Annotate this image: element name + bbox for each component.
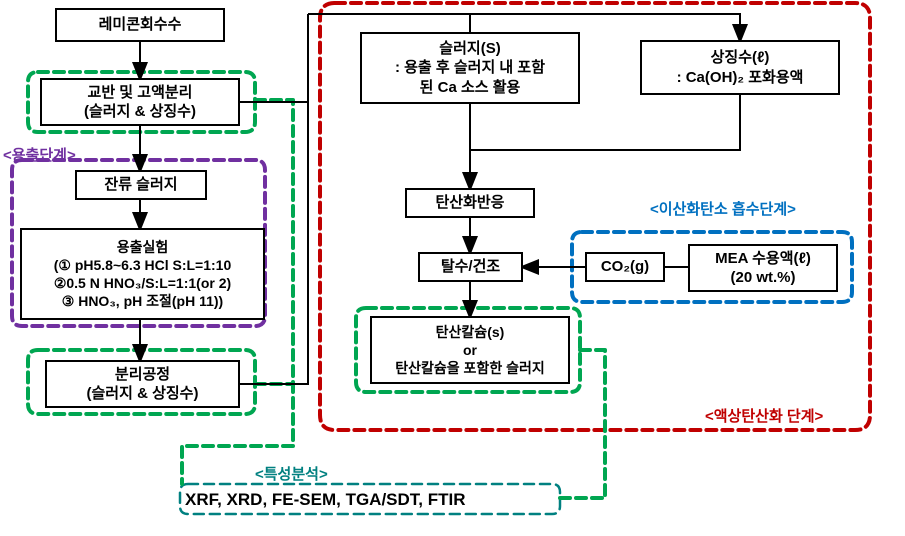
node-n1: 레미콘회수수: [55, 8, 225, 42]
node-line: 탈수/건조: [441, 257, 500, 277]
node-n2: 교반 및 고액분리(슬러지 & 상징수): [40, 78, 240, 126]
label-l1: <용출단계>: [3, 144, 76, 165]
node-line: CO₂(g): [601, 257, 649, 277]
node-line: 잔류 슬러지: [104, 175, 177, 195]
label-l4: <특성분석>: [255, 463, 328, 484]
node-n8: 탄산화반응: [405, 188, 535, 218]
node-line: : Ca(OH)₂ 포화용액: [677, 68, 804, 88]
node-line: (① pH5.8~6.3 HCl S:L=1:10: [54, 256, 232, 274]
node-line: MEA 수용액(ℓ): [715, 249, 811, 269]
node-n4: 용출실험(① pH5.8~6.3 HCl S:L=1:10②0.5 N HNO₃…: [20, 228, 265, 320]
label-l2: <이산화탄소 흡수단계>: [650, 198, 796, 219]
node-n11: CO₂(g): [585, 252, 665, 282]
node-n5: 분리공정(슬러지 & 상징수): [45, 360, 240, 408]
flowchart-container: 레미콘회수수교반 및 고액분리(슬러지 & 상징수)잔류 슬러지용출실험(① p…: [0, 0, 905, 536]
node-line: 레미콘회수수: [99, 15, 182, 35]
node-line: 탄산화반응: [435, 193, 504, 213]
label-l3: <액상탄산화 단계>: [705, 405, 823, 426]
node-n10: 탄산칼슘(s)or탄산칼슘을 포함한 슬러지: [370, 316, 570, 384]
node-line: (슬러지 & 상징수): [84, 102, 196, 122]
analysis-methods: XRF, XRD, FE-SEM, TGA/SDT, FTIR: [185, 490, 466, 510]
node-line: 교반 및 고액분리: [88, 83, 193, 103]
node-n9: 탈수/건조: [418, 252, 523, 282]
node-line: : 용출 후 슬러지 내 포함: [395, 58, 545, 78]
node-n3: 잔류 슬러지: [75, 170, 207, 200]
node-n12: MEA 수용액(ℓ)(20 wt.%): [688, 244, 838, 292]
node-line: 탄산칼슘을 포함한 슬러지: [395, 359, 544, 377]
node-line: 분리공정: [115, 365, 170, 385]
node-line: ②0.5 N HNO₃/S:L=1:1(or 2): [54, 274, 231, 292]
node-line: 용출실험: [117, 238, 169, 256]
node-n7: 상징수(ℓ): Ca(OH)₂ 포화용액: [640, 40, 840, 95]
node-line: 된 Ca 소스 활용: [420, 78, 521, 98]
node-line: 슬러지(S): [439, 39, 500, 59]
node-line: (20 wt.%): [730, 268, 795, 288]
node-line: or: [463, 341, 477, 359]
node-line: 탄산칼슘(s): [436, 323, 505, 341]
node-line: (슬러지 & 상징수): [87, 384, 199, 404]
node-line: ③ HNO₃, pH 조절(pH 11)): [62, 292, 223, 310]
node-line: 상징수(ℓ): [711, 48, 770, 68]
node-n6: 슬러지(S): 용출 후 슬러지 내 포함된 Ca 소스 활용: [360, 32, 580, 104]
